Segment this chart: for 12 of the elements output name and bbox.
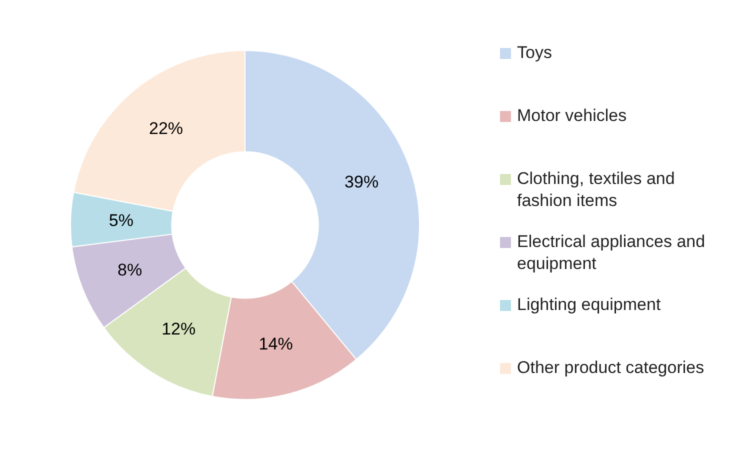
data-label: 22% <box>149 119 184 138</box>
legend-label: Other product categories <box>517 357 704 379</box>
data-label: 39% <box>344 172 379 192</box>
data-label: 5% <box>108 210 134 230</box>
legend-label: Electrical appliances and equipment <box>517 231 706 275</box>
legend-label: Toys <box>517 42 552 64</box>
data-label: 8% <box>118 260 142 280</box>
legend-label: Lighting equipment <box>517 294 661 316</box>
data-label: 14% <box>258 334 293 354</box>
data-label: 12% <box>162 319 196 338</box>
legend-label: Motor vehicles <box>517 105 627 127</box>
legend-label: Clothing, textiles and fashion items <box>517 168 676 212</box>
